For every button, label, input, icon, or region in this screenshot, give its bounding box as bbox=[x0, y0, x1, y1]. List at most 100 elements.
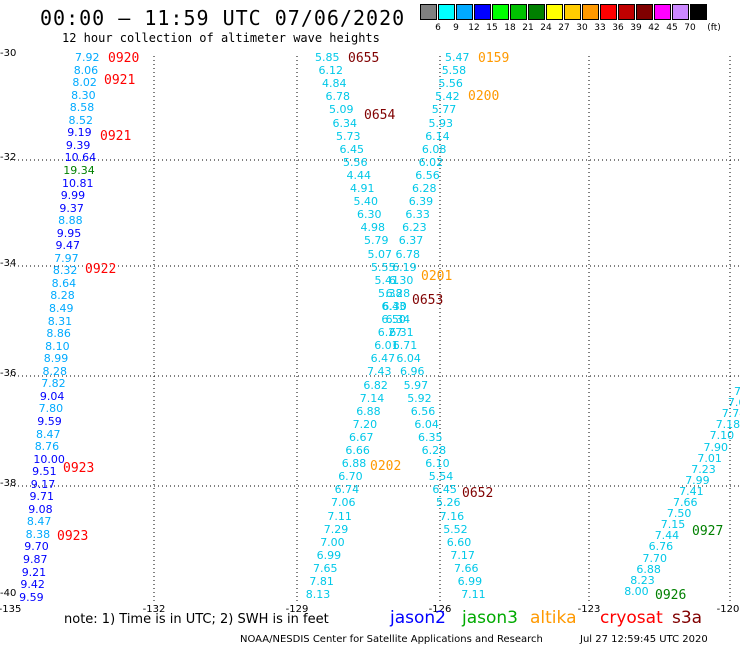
wave-height-value: 6.30 bbox=[382, 299, 407, 313]
scale-label: 21 bbox=[522, 23, 534, 33]
wave-height-value: 5.85 bbox=[315, 51, 340, 64]
wave-height-value: 5.56 bbox=[438, 77, 463, 91]
wave-height-value: 6.70 bbox=[338, 470, 363, 484]
wave-height-value: 6.39 bbox=[408, 195, 434, 209]
longitude-label: -120 bbox=[716, 604, 740, 615]
wave-height-value: 4.84 bbox=[322, 77, 347, 91]
scale-label: 24 bbox=[540, 23, 552, 33]
wave-height-value: 9.87 bbox=[23, 553, 48, 566]
wave-height-value: 8.28 bbox=[50, 289, 75, 303]
scale-swatch-33 bbox=[600, 4, 617, 20]
wave-height-value: 8.38 bbox=[25, 527, 51, 541]
time-tag: 0201 bbox=[421, 269, 453, 284]
wave-height-value: 7. bbox=[734, 385, 740, 398]
wave-height-value: 5.07 bbox=[367, 247, 393, 261]
legend-altika: altika bbox=[530, 608, 577, 628]
wave-height-value: 6.88 bbox=[636, 562, 661, 576]
wave-height-value: 8.58 bbox=[69, 101, 95, 115]
wave-height-value: 6.88 bbox=[341, 457, 367, 471]
wave-height-value: 6.28 bbox=[385, 286, 411, 300]
longitude-label: -123 bbox=[577, 604, 601, 615]
wave-height-value: 8.28 bbox=[42, 364, 68, 378]
wave-height-value: 10.00 bbox=[33, 452, 65, 466]
wave-height-value: 5.79 bbox=[364, 234, 389, 248]
wave-height-value: 5.92 bbox=[407, 391, 432, 405]
wave-height-value: 6.76 bbox=[648, 540, 674, 554]
wave-height-value: 8.49 bbox=[49, 302, 74, 315]
wave-height-value: 5.38 bbox=[378, 286, 403, 300]
scale-label: 42 bbox=[648, 23, 660, 33]
grid-lines bbox=[10, 56, 740, 604]
wave-height-value: 9.04 bbox=[39, 389, 65, 403]
wave-height-value: 7.14 bbox=[359, 391, 385, 405]
wave-height-value: 6.50 bbox=[381, 313, 406, 326]
page-title: 00:00 – 11:59 UTC 07/06/2020 bbox=[40, 6, 406, 30]
wave-height-value: 6.28 bbox=[412, 182, 437, 195]
latitude-label: -30 bbox=[0, 48, 17, 59]
wave-height-value: 8.86 bbox=[46, 327, 71, 341]
wave-height-value: 7.43 bbox=[367, 365, 392, 379]
scale-label: 45 bbox=[666, 23, 678, 33]
longitude-label: -126 bbox=[428, 604, 452, 615]
wave-height-value: 6.30 bbox=[388, 273, 414, 287]
wave-height-value: 7.44 bbox=[654, 529, 680, 543]
time-tag: 0655 bbox=[348, 51, 380, 66]
wave-height-value: 8.10 bbox=[45, 339, 70, 353]
wave-height-value: 6.14 bbox=[425, 129, 450, 143]
wave-height-value: 7.66 bbox=[454, 561, 479, 575]
wave-height-value: 6.56 bbox=[415, 168, 440, 182]
wave-height-value: 5.55 bbox=[371, 260, 396, 274]
wave-height-value: 6.37 bbox=[398, 234, 424, 248]
wave-height-value: 9.95 bbox=[56, 226, 82, 240]
wave-height-value: 5.40 bbox=[353, 195, 379, 209]
wave-height-value: 6.23 bbox=[402, 221, 427, 235]
legend-jason2: jason2 bbox=[390, 608, 446, 628]
wave-height-value: 7.81 bbox=[309, 575, 334, 588]
wave-height-value: 9.47 bbox=[55, 239, 81, 253]
scale-label: 12 bbox=[468, 23, 480, 33]
scale-swatch-21 bbox=[528, 4, 545, 20]
wave-height-value: 5.93 bbox=[428, 116, 454, 130]
wave-height-value: 7.29 bbox=[323, 522, 349, 536]
wave-height-value: 6.74 bbox=[334, 483, 360, 497]
wave-height-value: 8.52 bbox=[68, 113, 94, 127]
wave-height-value: 6.45 bbox=[339, 142, 365, 156]
time-tag: 0200 bbox=[468, 89, 500, 104]
wave-height-value: 8.76 bbox=[34, 440, 60, 454]
wave-height-value: 9.59 bbox=[19, 590, 44, 604]
wave-height-value: 8.88 bbox=[58, 214, 83, 228]
time-tag: 0652 bbox=[462, 486, 494, 501]
wave-height-value: 9.37 bbox=[59, 201, 84, 215]
scale-swatch-39 bbox=[636, 4, 653, 20]
scale-label: 39 bbox=[630, 23, 642, 33]
scale-label: 33 bbox=[594, 23, 606, 33]
latitude-label: -32 bbox=[0, 152, 17, 163]
wave-height-value: 6.43 bbox=[381, 299, 407, 313]
wave-height-value: 6.67 bbox=[349, 430, 374, 444]
latitude-label: -40 bbox=[0, 588, 17, 599]
longitude-label: -135 bbox=[0, 604, 22, 615]
wave-height-value: 7.00 bbox=[320, 535, 345, 549]
wave-height-value: 7.06 bbox=[331, 496, 356, 510]
legend-jason3: jason3 bbox=[462, 608, 518, 628]
wave-height-value: 8.99 bbox=[43, 352, 69, 366]
wave-height-value: 4.98 bbox=[360, 221, 386, 235]
wave-height-value: 7.97 bbox=[54, 251, 79, 265]
legend-cryosat: cryosat bbox=[600, 608, 663, 628]
wave-height-value: 7.92 bbox=[75, 51, 100, 64]
wave-height-value: 9.39 bbox=[65, 138, 91, 152]
wave-height-value: 7.11 bbox=[461, 588, 486, 602]
wave-height-value: 5.26 bbox=[436, 496, 461, 510]
wave-height-value: 8.47 bbox=[26, 515, 52, 529]
wave-height-value: 7.16 bbox=[439, 509, 465, 523]
wave-height-value: 7.10 bbox=[709, 429, 735, 443]
wave-height-value: 6.28 bbox=[421, 444, 447, 457]
wave-height-value: 6.33 bbox=[405, 208, 430, 222]
wave-height-value: 5.56 bbox=[343, 155, 368, 169]
scale-swatch-24 bbox=[546, 4, 563, 20]
scale-swatch-9 bbox=[456, 4, 473, 20]
wave-height-value: 9.08 bbox=[28, 502, 53, 516]
wave-height-value: 9.17 bbox=[30, 477, 56, 491]
wave-height-value: 5.97 bbox=[403, 378, 429, 392]
wave-height-value: 8.02 bbox=[72, 76, 97, 90]
